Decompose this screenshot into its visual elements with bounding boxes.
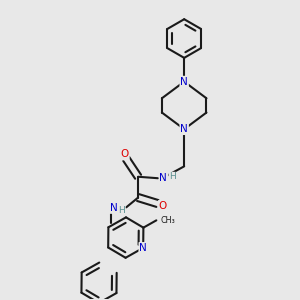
Text: O: O [121,149,129,160]
Text: H: H [169,172,176,181]
Text: N: N [139,243,147,253]
Text: H: H [118,206,125,215]
Text: N: N [110,203,117,213]
Text: N: N [180,124,188,134]
Text: N: N [180,76,188,87]
Text: CH₃: CH₃ [161,216,176,225]
Text: O: O [159,201,167,211]
Text: N: N [160,173,167,183]
